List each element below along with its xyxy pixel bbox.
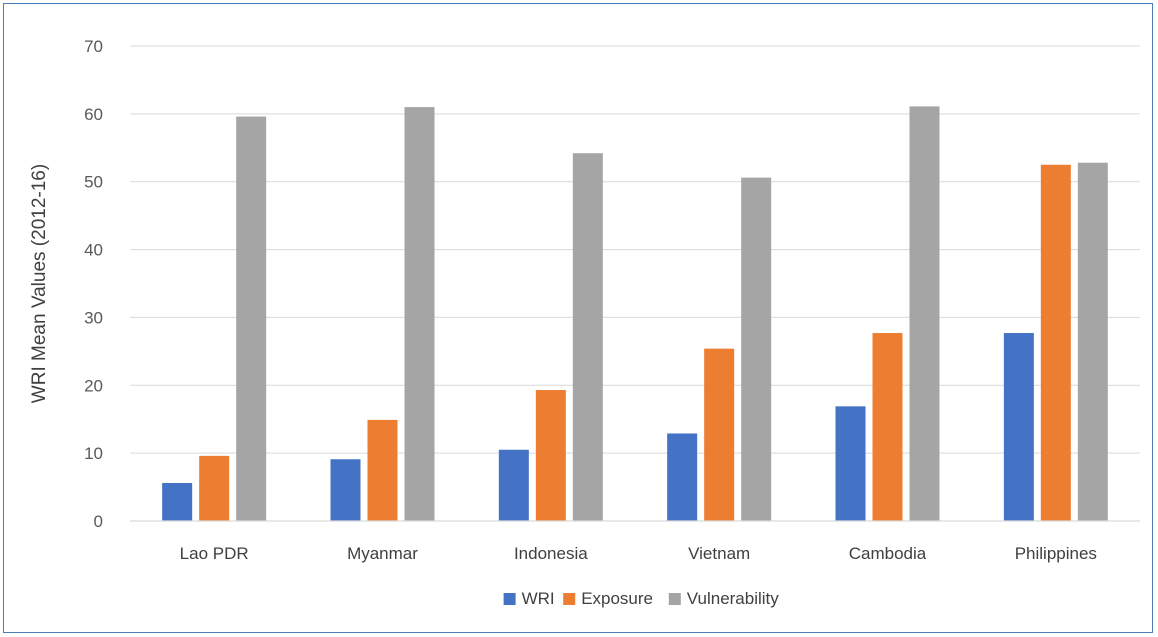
x-tick-label: Cambodia: [849, 544, 927, 563]
y-tick-label: 40: [84, 241, 103, 260]
gridlines: [130, 46, 1140, 453]
legend-label-wri: WRI: [522, 589, 555, 608]
bar-exposure-myanmar: [368, 420, 398, 521]
legend-label-vulnerability: Vulnerability: [687, 589, 779, 608]
x-tick-label: Indonesia: [514, 544, 588, 563]
y-tick-label: 60: [84, 105, 103, 124]
bar-wri-vietnam: [667, 433, 697, 521]
legend-label-exposure: Exposure: [581, 589, 653, 608]
y-axis-ticks: 0 10 20 30 40 50 60 70: [84, 37, 103, 531]
bar-wri-myanmar: [331, 459, 361, 521]
y-tick-label: 0: [94, 512, 103, 531]
bar-vulnerability-philippines: [1078, 163, 1108, 521]
y-tick-label: 30: [84, 308, 103, 327]
x-axis-ticks: Lao PDR Myanmar Indonesia Vietnam Cambodia Ph…: [180, 544, 1097, 563]
bar-exposure-lao-pdr: [199, 456, 229, 521]
bar-wri-cambodia: [836, 406, 866, 521]
x-tick-label: Philippines: [1015, 544, 1097, 563]
legend-swatch-exposure: [563, 593, 575, 605]
y-axis-label: WRI Mean Values (2012-16): [29, 164, 50, 403]
y-tick-label: 10: [84, 444, 103, 463]
y-tick-label: 20: [84, 376, 103, 395]
legend-swatch-wri: [504, 593, 516, 605]
x-tick-label: Myanmar: [347, 544, 418, 563]
bar-vulnerability-myanmar: [405, 107, 435, 521]
y-tick-label: 50: [84, 173, 103, 192]
bar-vulnerability-cambodia: [910, 106, 940, 521]
bar-vulnerability-lao-pdr: [236, 117, 266, 521]
bar-exposure-indonesia: [536, 390, 566, 521]
y-tick-label: 70: [84, 37, 103, 56]
bar-exposure-cambodia: [873, 333, 903, 521]
bar-vulnerability-vietnam: [741, 178, 771, 521]
bar-wri-lao-pdr: [162, 483, 192, 521]
x-tick-label: Vietnam: [688, 544, 750, 563]
bar-exposure-philippines: [1041, 165, 1071, 521]
bar-vulnerability-indonesia: [573, 153, 603, 521]
legend-swatch-vulnerability: [669, 593, 681, 605]
bar-wri-philippines: [1004, 333, 1034, 521]
x-tick-label: Lao PDR: [180, 544, 249, 563]
legend: WRI Exposure Vulnerability: [504, 589, 780, 608]
bar-wri-indonesia: [499, 450, 529, 521]
bar-exposure-vietnam: [704, 349, 734, 521]
bars: [162, 106, 1108, 521]
